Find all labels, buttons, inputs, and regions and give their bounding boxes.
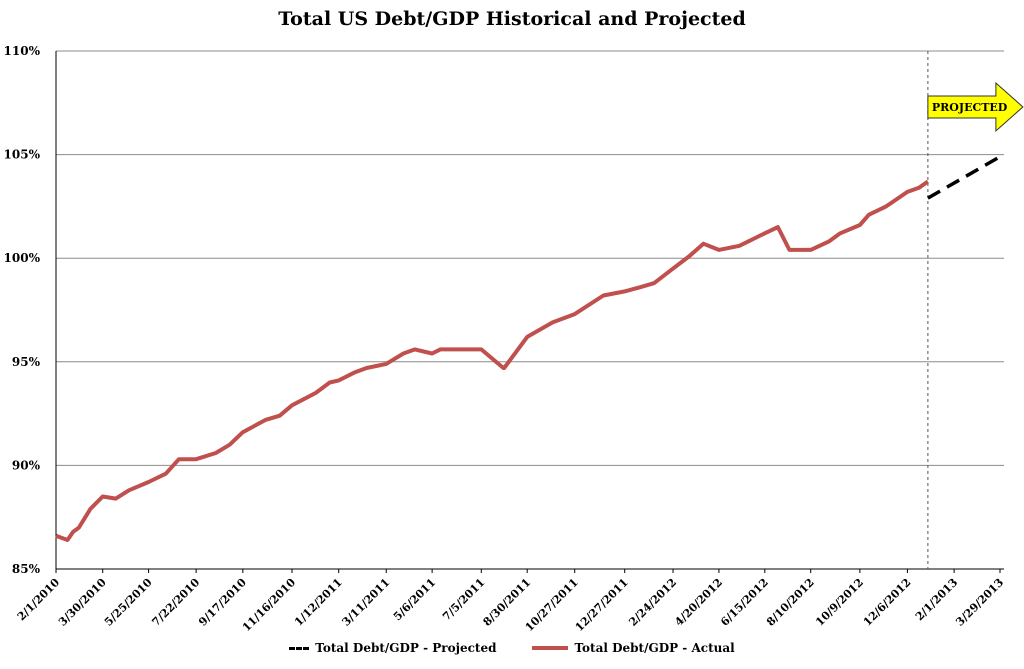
x-tick-label: 10/9/2012 xyxy=(813,576,866,629)
gridlines xyxy=(55,50,1004,570)
y-axis-ticks: 85% 90% 95% 100% 105% 110% xyxy=(4,44,41,576)
projected-arrow-label: PROJECTED xyxy=(932,101,1008,114)
x-tick-label: 4/20/2012 xyxy=(672,576,725,629)
x-tick-label: 11/16/2010 xyxy=(240,576,298,634)
x-tick-label: 7/22/2010 xyxy=(149,576,202,629)
x-tick-label: 7/5/2011 xyxy=(440,576,487,623)
x-tick-label: 9/17/2010 xyxy=(196,576,249,629)
x-tick-label: 1/12/2011 xyxy=(292,576,345,629)
x-tick-label: 6/15/2012 xyxy=(718,576,771,629)
x-tick-label: 5/6/2011 xyxy=(391,576,438,623)
series-layer xyxy=(55,51,1001,569)
x-tick-label: 5/25/2010 xyxy=(102,576,155,629)
x-tick-label: 3/11/2011 xyxy=(340,576,393,629)
legend-label-actual: Total Debt/GDP - Actual xyxy=(574,641,735,655)
y-tick-label: 85% xyxy=(12,562,41,576)
x-tick-label: 8/10/2012 xyxy=(764,576,817,629)
x-axis-ticks: 2/1/20103/30/20105/25/20107/22/20109/17/… xyxy=(15,569,1006,634)
series-line-projected xyxy=(927,155,1001,200)
x-tick-label: 12/27/2011 xyxy=(573,576,631,634)
legend: Total Debt/GDP - Projected Total Debt/GD… xyxy=(0,641,1024,655)
legend-swatch-actual xyxy=(532,646,569,650)
y-tick-label: 110% xyxy=(4,44,41,58)
x-tick-label: 8/30/2011 xyxy=(481,576,534,629)
y-tick-label: 95% xyxy=(12,355,41,369)
y-tick-label: 90% xyxy=(12,458,41,472)
x-tick-label: 3/30/2010 xyxy=(56,576,109,629)
legend-swatch-projected xyxy=(289,646,310,650)
legend-label-projected: Total Debt/GDP - Projected xyxy=(315,641,497,655)
legend-item-projected: Total Debt/GDP - Projected xyxy=(289,641,496,655)
x-tick-label: 2/1/2013 xyxy=(913,576,960,623)
y-tick-label: 100% xyxy=(4,251,41,265)
projected-arrow xyxy=(927,81,1024,133)
x-tick-label: 2/24/2012 xyxy=(626,576,679,629)
chart-title: Total US Debt/GDP Historical and Project… xyxy=(278,8,746,30)
x-tick-label: 12/6/2012 xyxy=(861,576,914,629)
x-tick-label: 3/29/2013 xyxy=(953,576,1006,629)
x-tick-label: 2/1/2010 xyxy=(15,576,63,624)
series-line-actual xyxy=(55,179,930,542)
legend-item-actual: Total Debt/GDP - Actual xyxy=(532,641,735,655)
y-tick-label: 105% xyxy=(4,148,41,162)
annotations: PROJECTED xyxy=(927,81,1024,133)
